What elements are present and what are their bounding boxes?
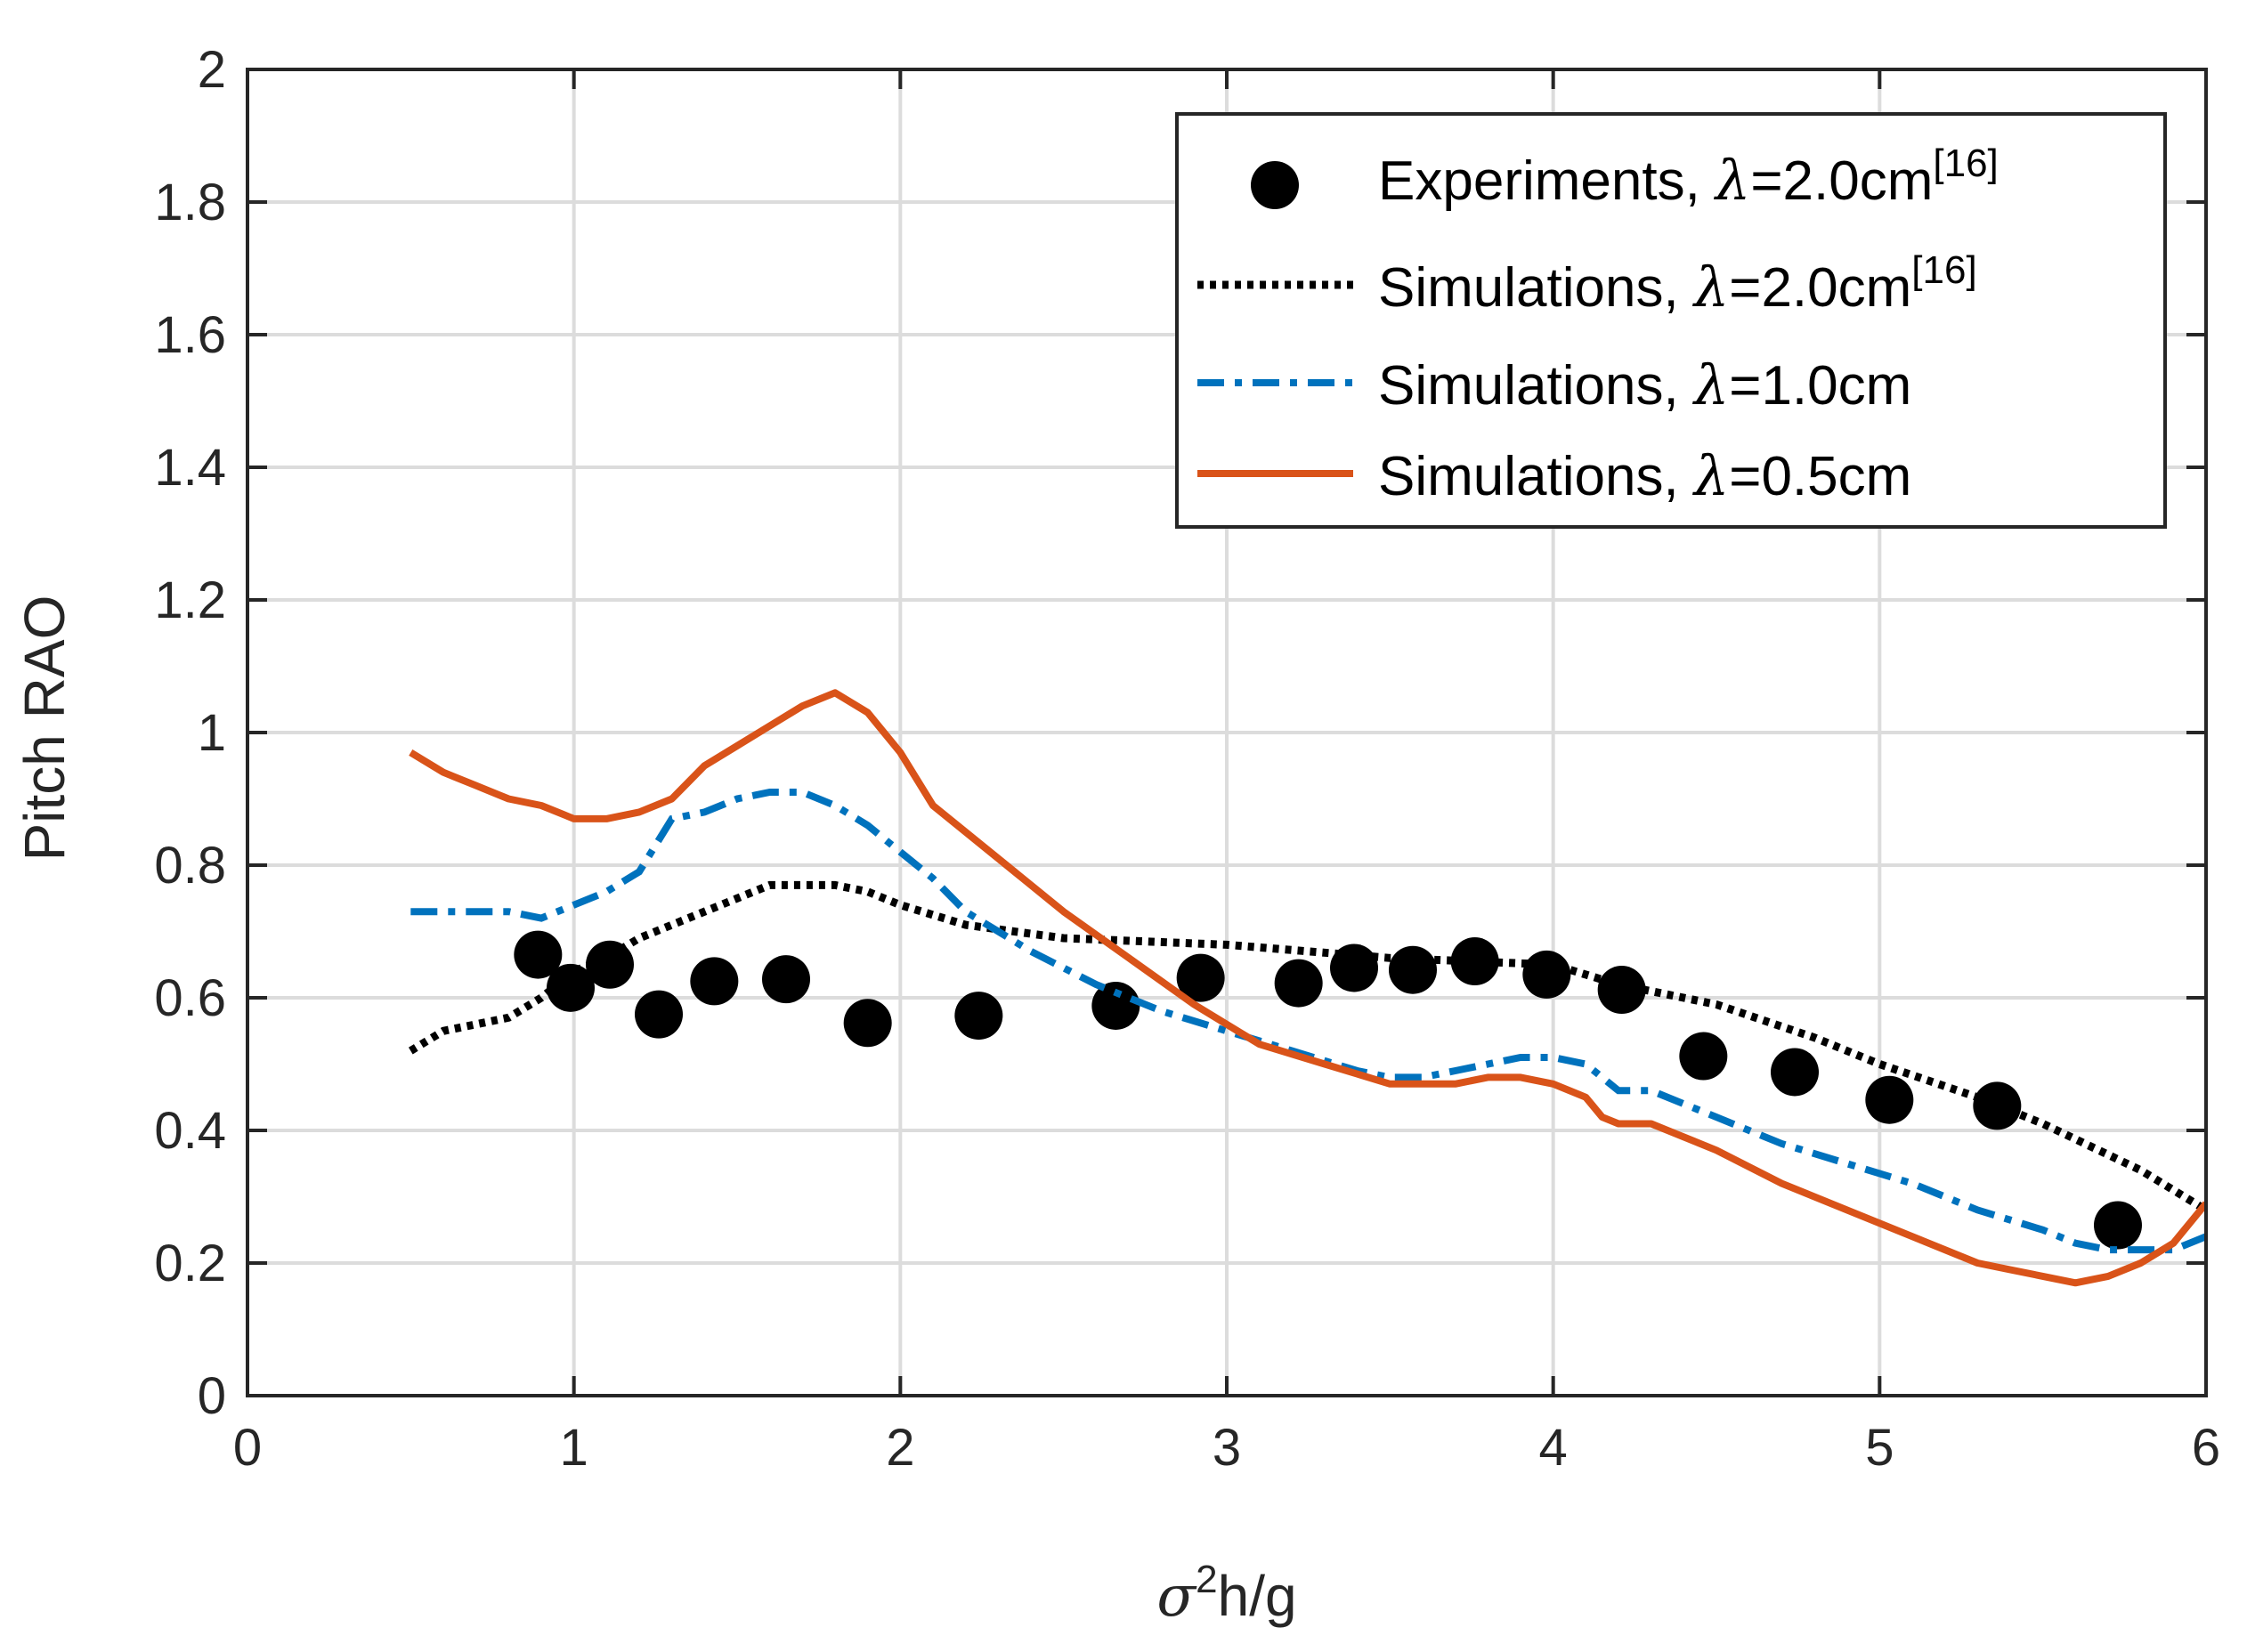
legend-label-lambda: λ [1691,255,1729,320]
x-tick-label: 5 [1865,1419,1894,1477]
plot-frame [246,68,2208,1397]
x-tick-label: 1 [560,1419,588,1477]
legend-label-suffix: =2.0cm [1729,257,1911,319]
tick-labels: 0 1 2 3 4 5 6 0 0.2 0.4 0.6 0.8 1 1.2 1.4 1.6 1.8 2 [154,41,2220,1477]
y-tick-label: 1.2 [154,571,226,629]
legend-label-suffix: =0.5cm [1729,446,1911,507]
legend-label-suffix: =2.0cm [1750,150,1933,212]
experiment-point [1865,1075,1914,1124]
experiment-point [1522,950,1571,999]
legend-label-prefix: Simulations, [1378,257,1694,319]
y-tick-label: 0.6 [154,969,226,1027]
experiment-point [1176,953,1225,1002]
legend-label-superscript: [16] [1933,142,1998,185]
legend-marker [1251,161,1299,209]
legend-label-superscript: [16] [1911,248,1976,292]
experiment-point [1389,945,1437,994]
experiment-point [1679,1032,1728,1081]
experiment-point [843,999,892,1048]
legend-label: Simulations, λ=0.5cm [1378,443,1911,508]
legend-label: Experiments, λ=2.0cm[16] [1378,142,1999,213]
y-tick-label: 1 [198,704,226,762]
x-tick-label: 2 [886,1419,914,1477]
legend-label: Simulations, λ=1.0cm [1378,352,1911,417]
experiment-point [1771,1048,1819,1097]
y-tick-label: 0.4 [154,1102,226,1160]
axes [246,68,2208,1397]
experiment-point [690,957,739,1006]
x-tick-label: 4 [1539,1419,1568,1477]
x-tick-label: 3 [1213,1419,1241,1477]
legend-label-lambda: λ [1713,148,1750,213]
experiment-point [1274,959,1323,1008]
x-axis-title-rest: h/g [1218,1564,1297,1628]
y-tick-label: 1.6 [154,306,226,364]
legend-label-suffix: =1.0cm [1729,355,1911,417]
experiment-point [762,955,810,1004]
y-tick-label: 0.8 [154,837,226,895]
plot-area [408,689,2206,1287]
experiment-point [547,963,595,1012]
experiment-point [954,992,1003,1041]
legend-label-lambda: λ [1691,352,1729,417]
x-axis-title: σ2h/g [1156,1558,1296,1630]
legend-label-prefix: Simulations, [1378,355,1694,417]
legend-label-lambda: λ [1691,443,1729,508]
x-tick-label: 6 [2192,1419,2220,1477]
legend-label: Simulations, λ=2.0cm[16] [1378,248,1977,320]
series-line-3 [409,689,2206,1287]
legend-label-prefix: Experiments, [1378,150,1716,212]
x-tick-label: 0 [233,1419,262,1477]
experiment-point [1091,981,1140,1030]
experiment-point [635,990,683,1039]
legend-label-prefix: Simulations, [1378,446,1694,507]
experiment-point [514,930,563,979]
x-axis-sigma: σ [1156,1564,1197,1630]
y-tick-label: 0 [198,1367,226,1425]
series-layer [408,689,2206,1287]
legend: Experiments, λ=2.0cm[16]Simulations, λ=2… [1175,112,2167,529]
y-tick-label: 1.8 [154,174,226,231]
experiment-point [586,940,634,989]
experiment-point [1330,943,1378,992]
experiment-point [1597,966,1646,1015]
series-line-1 [408,880,2206,1214]
y-tick-label: 2 [198,41,226,99]
y-tick-label: 0.2 [154,1235,226,1292]
legend-box [1175,112,2167,529]
y-axis-title: Pitch RAO [12,595,77,862]
x-axis-superscript: 2 [1196,1558,1217,1601]
y-tick-label: 1.4 [154,439,226,497]
experiment-point [2094,1201,2142,1250]
